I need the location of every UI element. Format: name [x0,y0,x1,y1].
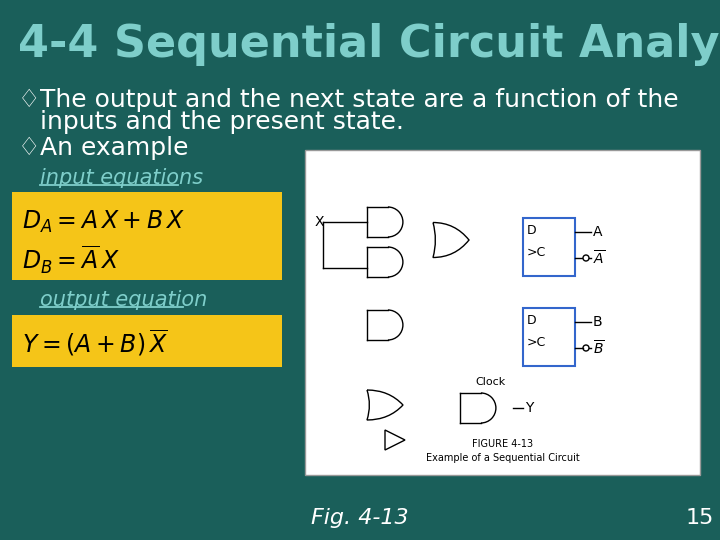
Text: inputs and the present state.: inputs and the present state. [40,110,404,134]
Text: output equation: output equation [40,290,207,310]
Text: The output and the next state are a function of the: The output and the next state are a func… [40,88,679,112]
Text: Clock: Clock [475,377,505,387]
Text: D: D [527,224,536,237]
Polygon shape [385,430,405,450]
Bar [305,150,700,475]
Text: $D_B = \overline{A}\,X$: $D_B = \overline{A}\,X$ [22,244,120,276]
Text: $D_A = A\,X + B\,X$: $D_A = A\,X + B\,X$ [22,209,185,235]
Text: B: B [593,315,603,329]
Text: $Y = (A + B)\,\overline{X}$: $Y = (A + B)\,\overline{X}$ [22,328,168,359]
Bar [12,192,282,280]
Bar [523,218,575,276]
Text: Example of a Sequential Circuit: Example of a Sequential Circuit [426,453,580,463]
Text: ♢: ♢ [18,88,40,112]
Circle shape [583,345,589,351]
Text: FIGURE 4-13: FIGURE 4-13 [472,439,533,449]
Text: An example: An example [40,136,189,160]
Text: $\overline{A}$: $\overline{A}$ [593,249,606,267]
PathPatch shape [367,390,403,420]
Text: A: A [593,225,603,239]
Text: Fig. 4-13: Fig. 4-13 [311,508,409,528]
Text: >C: >C [527,246,546,259]
Text: Y: Y [525,401,534,415]
PathPatch shape [433,222,469,258]
Bar [523,308,575,366]
Text: X: X [315,215,325,229]
Bar [12,315,282,367]
Text: D: D [527,314,536,327]
Circle shape [583,255,589,261]
Text: >C: >C [527,336,546,349]
Text: ♢: ♢ [18,136,40,160]
Text: $\overline{B}$: $\overline{B}$ [593,339,605,357]
Text: input equations: input equations [40,168,203,188]
Text: 4-4 Sequential Circuit Analysis: 4-4 Sequential Circuit Analysis [18,24,720,66]
Text: 15: 15 [686,508,714,528]
